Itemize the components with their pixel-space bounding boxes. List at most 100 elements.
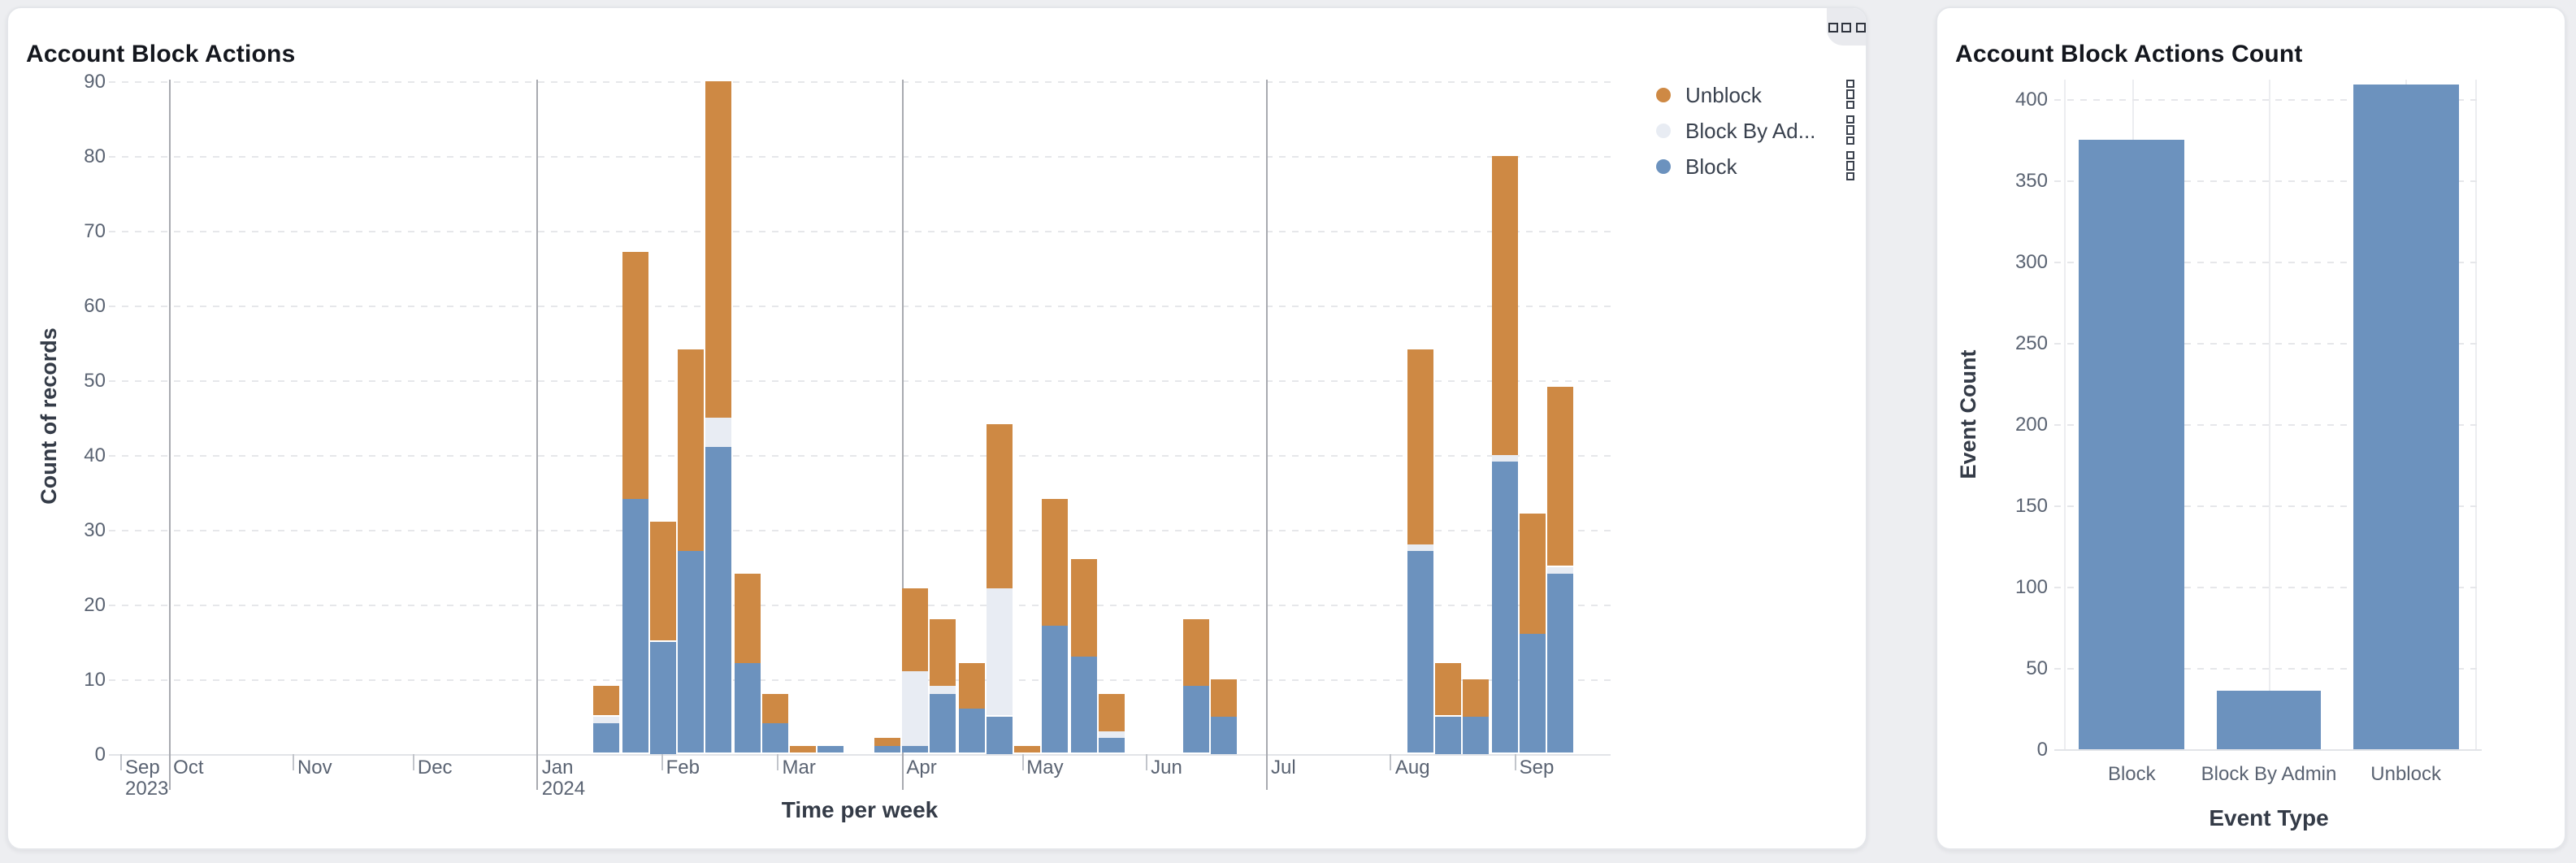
gridline-horizontal	[2054, 505, 2481, 506]
bar-segment-block[interactable]	[1407, 551, 1433, 753]
bar-segment-unblock[interactable]	[1435, 663, 1462, 716]
y-tick-label: 80	[84, 145, 106, 167]
bar-segment-unblock[interactable]	[649, 521, 676, 641]
bar-segment-unblock[interactable]	[958, 663, 985, 709]
bar-segment-block-by-admin[interactable]	[986, 588, 1013, 716]
bar-segment-unblock[interactable]	[1491, 155, 1518, 454]
bar-segment-unblock[interactable]	[1547, 387, 1574, 566]
gridline-horizontal	[109, 379, 1611, 381]
more-options-icon	[1828, 22, 1837, 32]
bar-segment-block[interactable]	[678, 551, 705, 753]
bar-segment-unblock[interactable]	[678, 349, 705, 552]
bar-segment-block[interactable]	[986, 716, 1013, 753]
month-tick	[120, 753, 122, 770]
bar-segment-unblock[interactable]	[734, 574, 761, 664]
bar-segment-block-by-admin[interactable]	[593, 716, 620, 724]
bar-segment-unblock[interactable]	[705, 80, 732, 417]
gridline-horizontal	[2054, 342, 2481, 344]
bar-segment-unblock[interactable]	[930, 618, 956, 687]
bar-segment-block[interactable]	[1491, 462, 1518, 753]
bar-segment-block[interactable]	[1547, 574, 1574, 753]
bar-unblock[interactable]	[2353, 84, 2459, 748]
bar-segment-block[interactable]	[1519, 633, 1546, 753]
gridline-horizontal	[109, 604, 1611, 605]
bar-segment-block[interactable]	[593, 723, 620, 753]
category-label: Block	[2107, 762, 2156, 785]
bar-segment-block[interactable]	[930, 693, 956, 753]
bar-block-by-admin[interactable]	[2216, 690, 2322, 748]
bar-segment-block[interactable]	[874, 745, 900, 753]
y-tick-label: 100	[2014, 575, 2048, 598]
month-label: Jun	[1151, 756, 1182, 778]
gridline-horizontal	[2054, 180, 2481, 181]
bar-segment-unblock[interactable]	[1042, 499, 1069, 627]
bar-segment-unblock[interactable]	[1210, 679, 1237, 716]
bar-segment-unblock[interactable]	[622, 252, 648, 500]
y-tick-label: 350	[2014, 169, 2048, 192]
bar-segment-unblock[interactable]	[790, 745, 817, 753]
y-tick-label: 200	[2014, 413, 2048, 436]
legend-item-block[interactable]: Block	[1656, 148, 1858, 184]
bar-segment-block-by-admin[interactable]	[1547, 566, 1574, 575]
bar-segment-block-by-admin[interactable]	[1407, 544, 1433, 552]
bar-segment-unblock[interactable]	[902, 588, 929, 671]
month-label: Dec	[417, 756, 453, 778]
legend-swatch	[1656, 158, 1671, 173]
month-label: Jan 2024	[541, 756, 586, 800]
left-plot: 0 10 20 30 40 50 60 70 80 90 Sep 2023 Oct Nov Dec Jan 20…	[8, 8, 1866, 848]
month-tick	[777, 753, 779, 770]
y-tick-label: 70	[84, 219, 106, 242]
legend-menu-icon[interactable]	[1843, 76, 1858, 113]
month-label: Sep 2023	[125, 756, 169, 800]
bar-segment-block[interactable]	[902, 745, 929, 753]
bar-segment-unblock[interactable]	[1182, 618, 1209, 687]
y-tick-label: 30	[84, 518, 106, 541]
y-tick-label: 150	[2014, 494, 2048, 517]
bar-segment-unblock[interactable]	[1407, 349, 1433, 544]
legend-menu-icon[interactable]	[1843, 111, 1858, 149]
legend-item-unblock[interactable]: Unblock	[1656, 76, 1858, 112]
bar-segment-block[interactable]	[1182, 686, 1209, 753]
bar-segment-block[interactable]	[1098, 738, 1125, 753]
bar-segment-block[interactable]	[734, 663, 761, 753]
bar-segment-unblock[interactable]	[593, 686, 620, 716]
gridline-horizontal	[109, 305, 1611, 306]
bar-segment-block-by-admin[interactable]	[930, 686, 956, 694]
gridline-quarter	[536, 80, 539, 790]
bar-segment-block-by-admin[interactable]	[1098, 731, 1125, 739]
y-tick-label: 90	[84, 70, 106, 93]
y-tick-label: 400	[2014, 88, 2048, 111]
bar-segment-unblock[interactable]	[874, 738, 900, 746]
bar-segment-block[interactable]	[1042, 626, 1069, 753]
bar-segment-unblock[interactable]	[1098, 693, 1125, 731]
gridline-quarter	[1266, 80, 1268, 790]
legend-menu-icon[interactable]	[1843, 147, 1858, 184]
bar-segment-unblock[interactable]	[1014, 745, 1041, 753]
gridline-horizontal	[109, 80, 1611, 82]
bar-segment-block-by-admin[interactable]	[902, 670, 929, 746]
bar-segment-block[interactable]	[1070, 656, 1097, 753]
legend-item-block-by-admin[interactable]: Block By Ad...	[1656, 112, 1858, 148]
bar-segment-block[interactable]	[817, 745, 844, 753]
bar-segment-unblock[interactable]	[986, 424, 1013, 589]
bar-segment-unblock[interactable]	[1463, 679, 1490, 716]
more-options-button[interactable]	[1827, 8, 1866, 46]
bar-segment-unblock[interactable]	[1070, 558, 1097, 657]
bar-segment-block-by-admin[interactable]	[1491, 454, 1518, 462]
gridline-horizontal	[109, 679, 1611, 680]
bar-segment-block[interactable]	[1463, 716, 1490, 753]
bar-segment-block[interactable]	[649, 641, 676, 753]
bar-segment-block[interactable]	[622, 499, 648, 753]
bar-block[interactable]	[2079, 139, 2184, 748]
bar-segment-block[interactable]	[761, 723, 788, 753]
bar-segment-unblock[interactable]	[1519, 514, 1546, 634]
month-label: Jul	[1271, 756, 1296, 778]
bar-segment-block[interactable]	[1210, 716, 1237, 753]
y-tick-label: 50	[84, 369, 106, 392]
bar-segment-unblock[interactable]	[761, 693, 788, 724]
bar-segment-block[interactable]	[958, 708, 985, 753]
bar-segment-block[interactable]	[1435, 716, 1462, 753]
bar-segment-block[interactable]	[705, 446, 732, 753]
bar-segment-block-by-admin[interactable]	[705, 417, 732, 447]
